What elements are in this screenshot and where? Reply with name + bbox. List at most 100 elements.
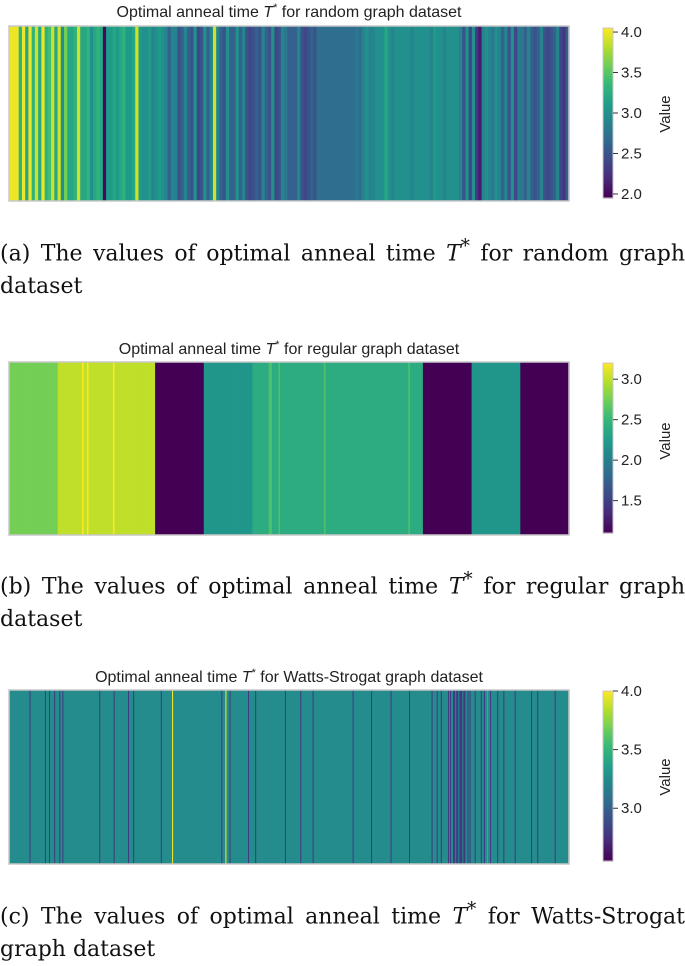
heatmap-cell: [87, 690, 90, 864]
heatmap-cell: [390, 26, 395, 201]
colorbar-segment: [603, 767, 613, 771]
heatmap-cell: [487, 690, 490, 864]
heatmap-cell: [381, 690, 383, 864]
heatmap-cell: [242, 690, 245, 864]
heatmap-cell: [190, 362, 194, 535]
heatmap-cell: [508, 362, 512, 535]
heatmap-cell: [358, 26, 363, 201]
heatmap-cell: [75, 690, 78, 864]
colorbar-segment: [603, 192, 613, 196]
heatmap-cell: [494, 690, 496, 864]
colorbar-segment: [603, 518, 613, 523]
heatmap-cell: [75, 362, 78, 535]
caption-symbol-b: T: [448, 574, 464, 600]
heatmap-cell: [289, 690, 291, 864]
heatmap-cell: [295, 690, 297, 864]
heatmap-cell: [549, 690, 552, 864]
heatmap-cell: [156, 690, 159, 864]
colorbar-segment: [603, 39, 613, 43]
colorbar-tick-label: 3.0: [621, 800, 642, 817]
colorbar-segment: [603, 59, 613, 63]
colorbar-segment: [603, 169, 613, 174]
heatmap-cell: [21, 26, 26, 201]
heatmap-cell: [393, 362, 396, 535]
heatmap-cell: [144, 690, 147, 864]
colorbar-segment: [603, 482, 613, 486]
heatmap-cell: [284, 26, 288, 201]
caption-symbol-c: T: [452, 904, 468, 930]
heatmap-cell: [198, 362, 202, 535]
heatmap-cell: [26, 362, 30, 535]
heatmap-cell: [138, 690, 140, 864]
heatmap-cell: [381, 26, 386, 201]
caption-label-c: (c): [0, 904, 30, 930]
heatmap-cell: [91, 690, 93, 864]
heatmap-cell: [255, 362, 258, 535]
heatmap-cell: [241, 690, 244, 864]
heatmap-cell: [380, 690, 382, 864]
heatmap-cell: [138, 362, 142, 535]
heatmap-cell: [177, 690, 179, 864]
heatmap-cell: [39, 362, 43, 535]
heatmap-cell: [323, 690, 326, 864]
heatmap-cell: [517, 690, 520, 864]
heatmap-cell: [78, 690, 81, 864]
heatmap-cell: [249, 690, 251, 864]
colorbar-segment: [603, 744, 613, 749]
heatmap-cell: [250, 690, 252, 864]
heatmap-cell: [163, 690, 166, 864]
heatmap-cell: [443, 690, 446, 864]
colorbar-segment: [603, 81, 613, 86]
heatmap-cell: [149, 690, 152, 864]
heatmap-cell: [405, 690, 408, 864]
heatmap-cell: [271, 690, 274, 864]
colorbar-segment: [603, 699, 613, 703]
heatmap-cell: [100, 690, 102, 864]
heatmap-svg-watts-strogat: Optimal anneal time T* for Watts-Strogat…: [8, 667, 674, 865]
colorbar-segment: [603, 776, 613, 780]
heatmap-cell: [236, 362, 239, 535]
colorbar-segment: [603, 439, 613, 443]
heatmap-cell: [403, 26, 408, 201]
heatmap-cell: [434, 690, 437, 864]
heatmap-cell: [213, 362, 216, 535]
heatmap-cell: [534, 690, 536, 864]
heatmap-cell: [222, 690, 224, 864]
heatmap-cell: [555, 690, 558, 864]
colorbar-segment: [603, 844, 613, 848]
heatmap-cell: [409, 362, 413, 535]
heatmap-cell: [119, 362, 122, 535]
heatmap-cell: [103, 690, 105, 864]
heatmap-cell: [407, 690, 410, 864]
heatmap-cell: [297, 362, 301, 535]
heatmap-cell: [258, 362, 262, 535]
heatmap-cell: [121, 362, 124, 535]
colorbar-segment: [603, 696, 613, 701]
colorbar-segment: [603, 456, 613, 460]
heatmap-cell: [330, 690, 332, 864]
heatmap-cell: [284, 690, 287, 864]
heatmap-cell: [331, 690, 333, 864]
heatmap-cell: [193, 690, 196, 864]
heatmap-cell: [518, 690, 521, 864]
heatmap-cell: [297, 690, 299, 864]
heatmap-cell: [523, 362, 526, 535]
heatmap-cell: [478, 362, 481, 535]
heatmap-cell: [141, 690, 143, 864]
colorbar-segment: [603, 453, 613, 458]
heatmap-cell: [57, 362, 60, 535]
heatmap-cell: [12, 26, 17, 201]
heatmap-cell: [127, 362, 130, 535]
colorbar-segment: [603, 507, 613, 511]
heatmap-cell: [293, 690, 295, 864]
heatmap-cell: [463, 362, 466, 535]
colorbar-regular: 1.5 2.0 2.5 3.0: [602, 362, 642, 534]
heatmap-cell: [507, 690, 510, 864]
heatmap-cell: [289, 362, 293, 535]
heatmap-cell: [143, 362, 146, 535]
heatmap-cell: [478, 690, 481, 864]
heatmap-cell: [101, 362, 104, 535]
colorbar-label-watts-strogat: Value: [657, 758, 674, 795]
heatmap-cell: [138, 26, 143, 201]
heatmap-cell: [168, 362, 171, 535]
